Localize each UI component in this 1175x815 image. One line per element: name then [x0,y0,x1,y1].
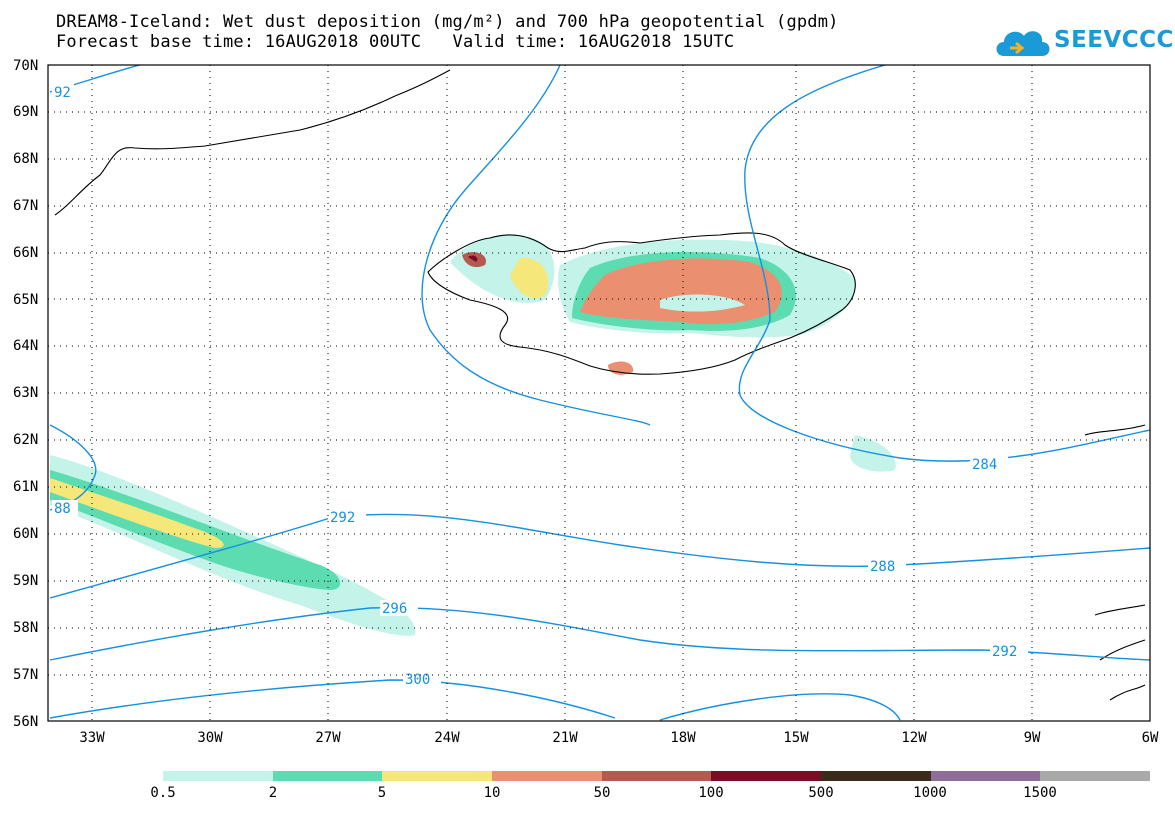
lon-label: 12W [901,730,927,746]
seevccc-logo [992,22,1152,62]
legend-label: 1000 [913,785,947,801]
lon-label: 6W [1142,730,1159,746]
lon-label: 24W [434,730,460,746]
lon-label: 21W [552,730,578,746]
legend-label: 100 [698,785,724,801]
grid-lines [48,65,1150,721]
lat-label: 66N [13,245,38,261]
lon-label: 15W [783,730,809,746]
legend-swatch [930,771,1041,781]
lat-label: 60N [13,526,38,542]
legend-label: 0.5 [150,785,176,801]
contour-label-92: 92 [54,85,71,101]
lat-label: 61N [13,479,38,495]
lat-label: 67N [13,198,38,214]
contour-label-292-west: 292 [330,510,355,526]
legend-swatch [492,771,602,781]
legend-label: 1500 [1023,785,1057,801]
legend-swatch [272,771,383,781]
lat-label: 70N [13,58,38,74]
contour-label-292-east: 292 [992,644,1017,660]
lon-label: 30W [197,730,223,746]
title-line-1: DREAM8-Iceland: Wet dust deposition (mg/… [56,12,839,32]
lon-label: 27W [315,730,341,746]
lat-label: 68N [13,151,38,167]
lat-label: 56N [13,714,38,730]
lat-label: 59N [13,573,38,589]
legend-label: 50 [593,785,611,801]
lat-label: 65N [13,292,38,308]
map: 92 88 292 296 300 284 288 292 [13,58,1159,746]
legend-label: 5 [377,785,387,801]
legend-colorbar [163,771,1151,781]
lon-label: 33W [79,730,105,746]
contour-label-288: 288 [870,559,895,575]
contour-label-284: 284 [972,457,997,473]
contour-labels: 92 88 292 296 300 284 288 292 [52,84,1028,688]
lat-label: 57N [13,667,38,683]
lat-label: 62N [13,432,38,448]
dust-iceland [450,234,896,472]
legend-label: 500 [808,785,834,801]
legend-label: 10 [483,785,501,801]
lat-label: 58N [13,620,38,636]
legend-swatch [601,771,712,781]
contour-label-88: 88 [54,501,71,517]
legend-label: 2 [268,785,278,801]
legend-swatch [1040,771,1151,781]
latitude-labels: 56N 57N 58N 59N 60N 61N 62N 63N 64N 65N … [13,58,38,730]
lat-label: 64N [13,338,38,354]
contour-label-296: 296 [382,601,407,617]
logo-text: SEEVCCC [1054,27,1174,53]
lat-label: 69N [13,104,38,120]
cloud-icon [996,31,1050,56]
legend-swatch [382,771,493,781]
lon-label: 18W [670,730,696,746]
legend-swatch [163,771,273,781]
title-line-2: Forecast base time: 16AUG2018 00UTC Vali… [56,32,735,52]
contour-label-300: 300 [405,672,430,688]
map-frame [47,64,1151,722]
longitude-labels: 33W 30W 27W 24W 21W 18W 15W 12W 9W 6W [79,730,1159,746]
legend-swatch [711,771,822,781]
lon-label: 9W [1024,730,1041,746]
legend-swatch [821,771,931,781]
dust-plume-southwest [50,455,416,636]
lat-label: 63N [13,385,38,401]
